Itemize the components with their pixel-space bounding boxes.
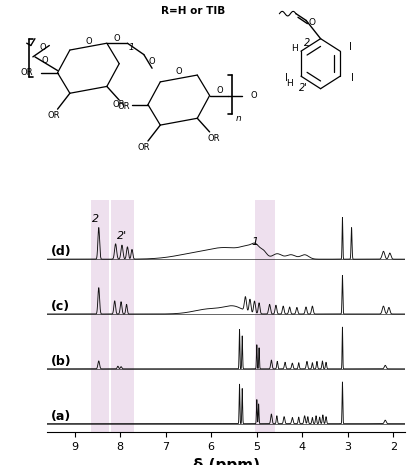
Text: O: O — [217, 86, 223, 95]
Text: R=H or TIB: R=H or TIB — [161, 7, 225, 16]
Text: OR: OR — [47, 112, 60, 120]
Text: (d): (d) — [51, 245, 72, 258]
Text: (c): (c) — [51, 300, 70, 313]
Text: O: O — [114, 34, 120, 43]
Text: I: I — [285, 73, 288, 84]
Text: O: O — [42, 55, 48, 65]
Text: O: O — [85, 37, 92, 47]
Text: 2: 2 — [92, 214, 99, 224]
Text: 2': 2' — [118, 231, 127, 240]
Bar — [90, 200, 109, 432]
X-axis label: δ (ppm): δ (ppm) — [192, 458, 260, 465]
Text: I: I — [351, 73, 354, 84]
Text: n: n — [236, 114, 241, 123]
Bar — [254, 200, 275, 432]
Text: 2': 2' — [299, 83, 307, 93]
Text: O: O — [149, 57, 155, 66]
Text: O: O — [175, 67, 182, 76]
Text: H: H — [286, 79, 293, 87]
Text: H: H — [291, 44, 298, 53]
Text: OR: OR — [138, 143, 150, 153]
Text: O: O — [40, 43, 46, 52]
Text: OR: OR — [113, 100, 125, 109]
Text: O: O — [251, 91, 257, 100]
Text: 1: 1 — [129, 43, 134, 52]
Text: OR: OR — [117, 102, 129, 112]
Text: I: I — [349, 42, 352, 52]
Text: (a): (a) — [51, 410, 71, 423]
Text: 1: 1 — [251, 237, 258, 247]
Text: O: O — [309, 18, 316, 27]
Text: (b): (b) — [51, 355, 72, 368]
Text: OR: OR — [208, 134, 220, 143]
Text: 2: 2 — [304, 38, 310, 48]
Bar — [111, 200, 134, 432]
Text: OR: OR — [21, 68, 33, 77]
